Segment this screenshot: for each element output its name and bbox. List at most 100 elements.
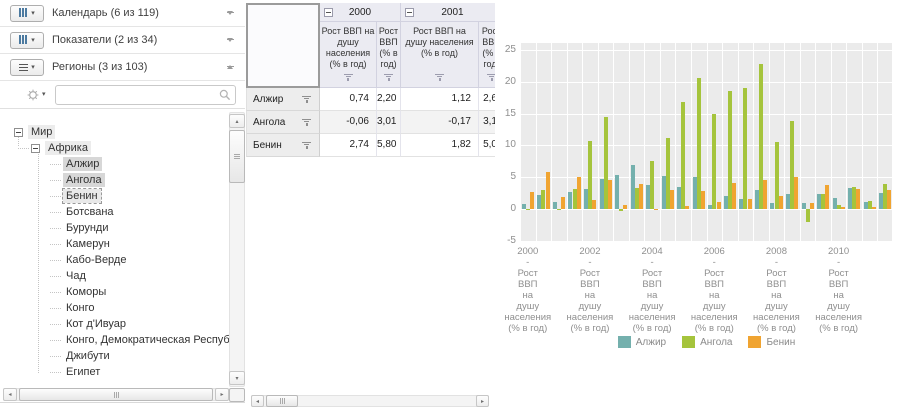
bar-Бенин[interactable] <box>716 202 721 209</box>
tree-item-label[interactable]: Бенин <box>62 188 102 204</box>
tree-item-label[interactable]: Чад <box>66 270 86 282</box>
bar-Ангола[interactable] <box>883 184 888 209</box>
value-cell[interactable]: 1,82 <box>401 134 479 157</box>
filter-icon[interactable] <box>302 118 311 126</box>
expand-section-icon[interactable] <box>226 11 234 15</box>
tree-item[interactable]: Конго, Демократическая Республика <box>0 332 229 348</box>
regions-layout-button[interactable]: ▾ <box>10 58 44 76</box>
scroll-left-button[interactable]: ◂ <box>251 395 264 407</box>
tree-item[interactable]: Камерун <box>0 236 229 252</box>
tree-item[interactable]: Коморы <box>0 284 229 300</box>
bar-Ангола[interactable] <box>759 64 764 209</box>
bar-Ангола[interactable] <box>712 114 717 209</box>
bar-Бенин[interactable] <box>856 189 861 209</box>
measure-column-header[interactable]: Рост ВВП (% в год) <box>377 22 401 88</box>
bar-Бенин[interactable] <box>592 200 597 209</box>
bar-Алжир[interactable] <box>521 204 526 209</box>
scroll-down-button[interactable]: ▾ <box>229 371 245 385</box>
bar-Бенин[interactable] <box>530 191 534 209</box>
value-cell[interactable]: 2,74 <box>320 134 377 157</box>
year-column-header[interactable]: 2000 <box>320 3 401 22</box>
value-cell[interactable]: 2,20 <box>377 88 401 111</box>
tree-item-label[interactable]: Алжир <box>63 157 103 171</box>
bar-Ангола[interactable] <box>727 90 732 209</box>
bar-Ангола[interactable] <box>696 77 701 209</box>
tree-item[interactable]: Египет <box>0 364 229 380</box>
bar-Ангола[interactable] <box>556 209 561 211</box>
value-cell[interactable]: 2,6 <box>479 88 495 111</box>
tree-item[interactable]: Чад <box>0 268 229 284</box>
bar-Алжир[interactable] <box>692 176 697 209</box>
measure-column-header[interactable]: Рост ВВП на душу населения (% в год) <box>401 22 479 88</box>
bar-Бенин[interactable] <box>638 184 643 209</box>
tree-item[interactable]: Ангола <box>0 172 229 188</box>
indicators-layout-button[interactable]: ▾ <box>10 31 44 49</box>
bar-Бенин[interactable] <box>607 180 612 209</box>
bar-Ангола[interactable] <box>619 209 624 211</box>
bar-Алжир[interactable] <box>537 195 542 209</box>
section-indicators[interactable]: ▾ Показатели (2 из 34) <box>0 27 246 54</box>
filter-icon[interactable] <box>320 74 376 81</box>
bar-Алжир[interactable] <box>646 185 651 209</box>
collapse-section-icon[interactable] <box>226 65 234 69</box>
tree-item[interactable]: Кот д'Ивуар <box>0 316 229 332</box>
tree-item[interactable]: Мир <box>0 124 229 140</box>
row-header[interactable]: Алжир <box>246 88 320 111</box>
tree-item-label[interactable]: Египет <box>66 366 101 378</box>
bar-Бенин[interactable] <box>654 209 659 211</box>
row-header[interactable]: Ангола <box>246 111 320 134</box>
bar-Ангола[interactable] <box>650 161 655 209</box>
tree-item[interactable]: Африка <box>0 140 229 156</box>
tree-item[interactable]: Ботсвана <box>0 204 229 220</box>
value-cell[interactable]: 5,80 <box>377 134 401 157</box>
bar-Ангола[interactable] <box>836 205 841 209</box>
bar-Бенин[interactable] <box>685 205 690 209</box>
bar-Алжир[interactable] <box>863 202 868 209</box>
legend-item[interactable]: Алжир <box>617 336 666 348</box>
table-corner-cell[interactable] <box>246 3 320 88</box>
filter-icon[interactable] <box>302 95 311 103</box>
legend-item[interactable]: Ангола <box>682 336 732 348</box>
bar-Бенин[interactable] <box>700 190 705 209</box>
section-calendar[interactable]: ▾ Календарь (6 из 119) <box>0 0 246 27</box>
bar-Алжир[interactable] <box>568 192 573 209</box>
tree-item-label[interactable]: Камерун <box>66 238 110 250</box>
tree-item[interactable]: Бенин <box>0 188 229 204</box>
bar-Ангола[interactable] <box>665 137 670 209</box>
tree-search-input[interactable] <box>54 84 236 105</box>
bar-Ангола[interactable] <box>805 209 810 223</box>
bar-Ангола[interactable] <box>790 120 795 209</box>
bar-Алжир[interactable] <box>754 189 759 209</box>
scroll-right-button[interactable]: ▸ <box>215 388 229 401</box>
bar-Алжир[interactable] <box>723 196 728 209</box>
tree-item[interactable]: Джибути <box>0 348 229 364</box>
tree-item-label[interactable]: Бурунди <box>66 222 109 234</box>
bar-Алжир[interactable] <box>801 203 806 209</box>
measure-column-header[interactable]: Рост ВВП (% в год) <box>479 22 495 88</box>
bar-Алжир[interactable] <box>770 203 775 209</box>
bar-Бенин[interactable] <box>809 203 814 209</box>
bar-Бенин[interactable] <box>763 179 768 209</box>
bar-Алжир[interactable] <box>832 197 837 209</box>
bar-Бенин[interactable] <box>840 207 845 209</box>
tree-item-label[interactable]: Джибути <box>66 350 110 362</box>
filter-icon[interactable] <box>302 141 311 149</box>
bar-Бенин[interactable] <box>778 195 783 209</box>
bar-Алжир[interactable] <box>615 174 620 209</box>
value-cell[interactable]: -0,17 <box>401 111 479 134</box>
value-cell[interactable]: 0,74 <box>320 88 377 111</box>
bar-Ангола[interactable] <box>572 189 577 209</box>
tree-item[interactable]: Кабо-Верде <box>0 252 229 268</box>
bar-Бенин[interactable] <box>545 172 550 209</box>
tree-item-label[interactable]: Ботсвана <box>66 206 114 218</box>
section-regions[interactable]: ▾ Регионы (3 из 103) <box>0 54 246 81</box>
tree-item-label[interactable]: Ангола <box>63 173 105 187</box>
scroll-up-button[interactable]: ▴ <box>229 114 245 128</box>
bar-Ангола[interactable] <box>743 87 748 209</box>
bar-Бенин[interactable] <box>732 182 737 209</box>
tree-item-label[interactable]: Африка <box>45 141 91 155</box>
bar-Ангола[interactable] <box>541 189 546 209</box>
bar-Бенин[interactable] <box>871 207 876 209</box>
value-cell[interactable]: 1,12 <box>401 88 479 111</box>
bar-Ангола[interactable] <box>821 193 826 209</box>
